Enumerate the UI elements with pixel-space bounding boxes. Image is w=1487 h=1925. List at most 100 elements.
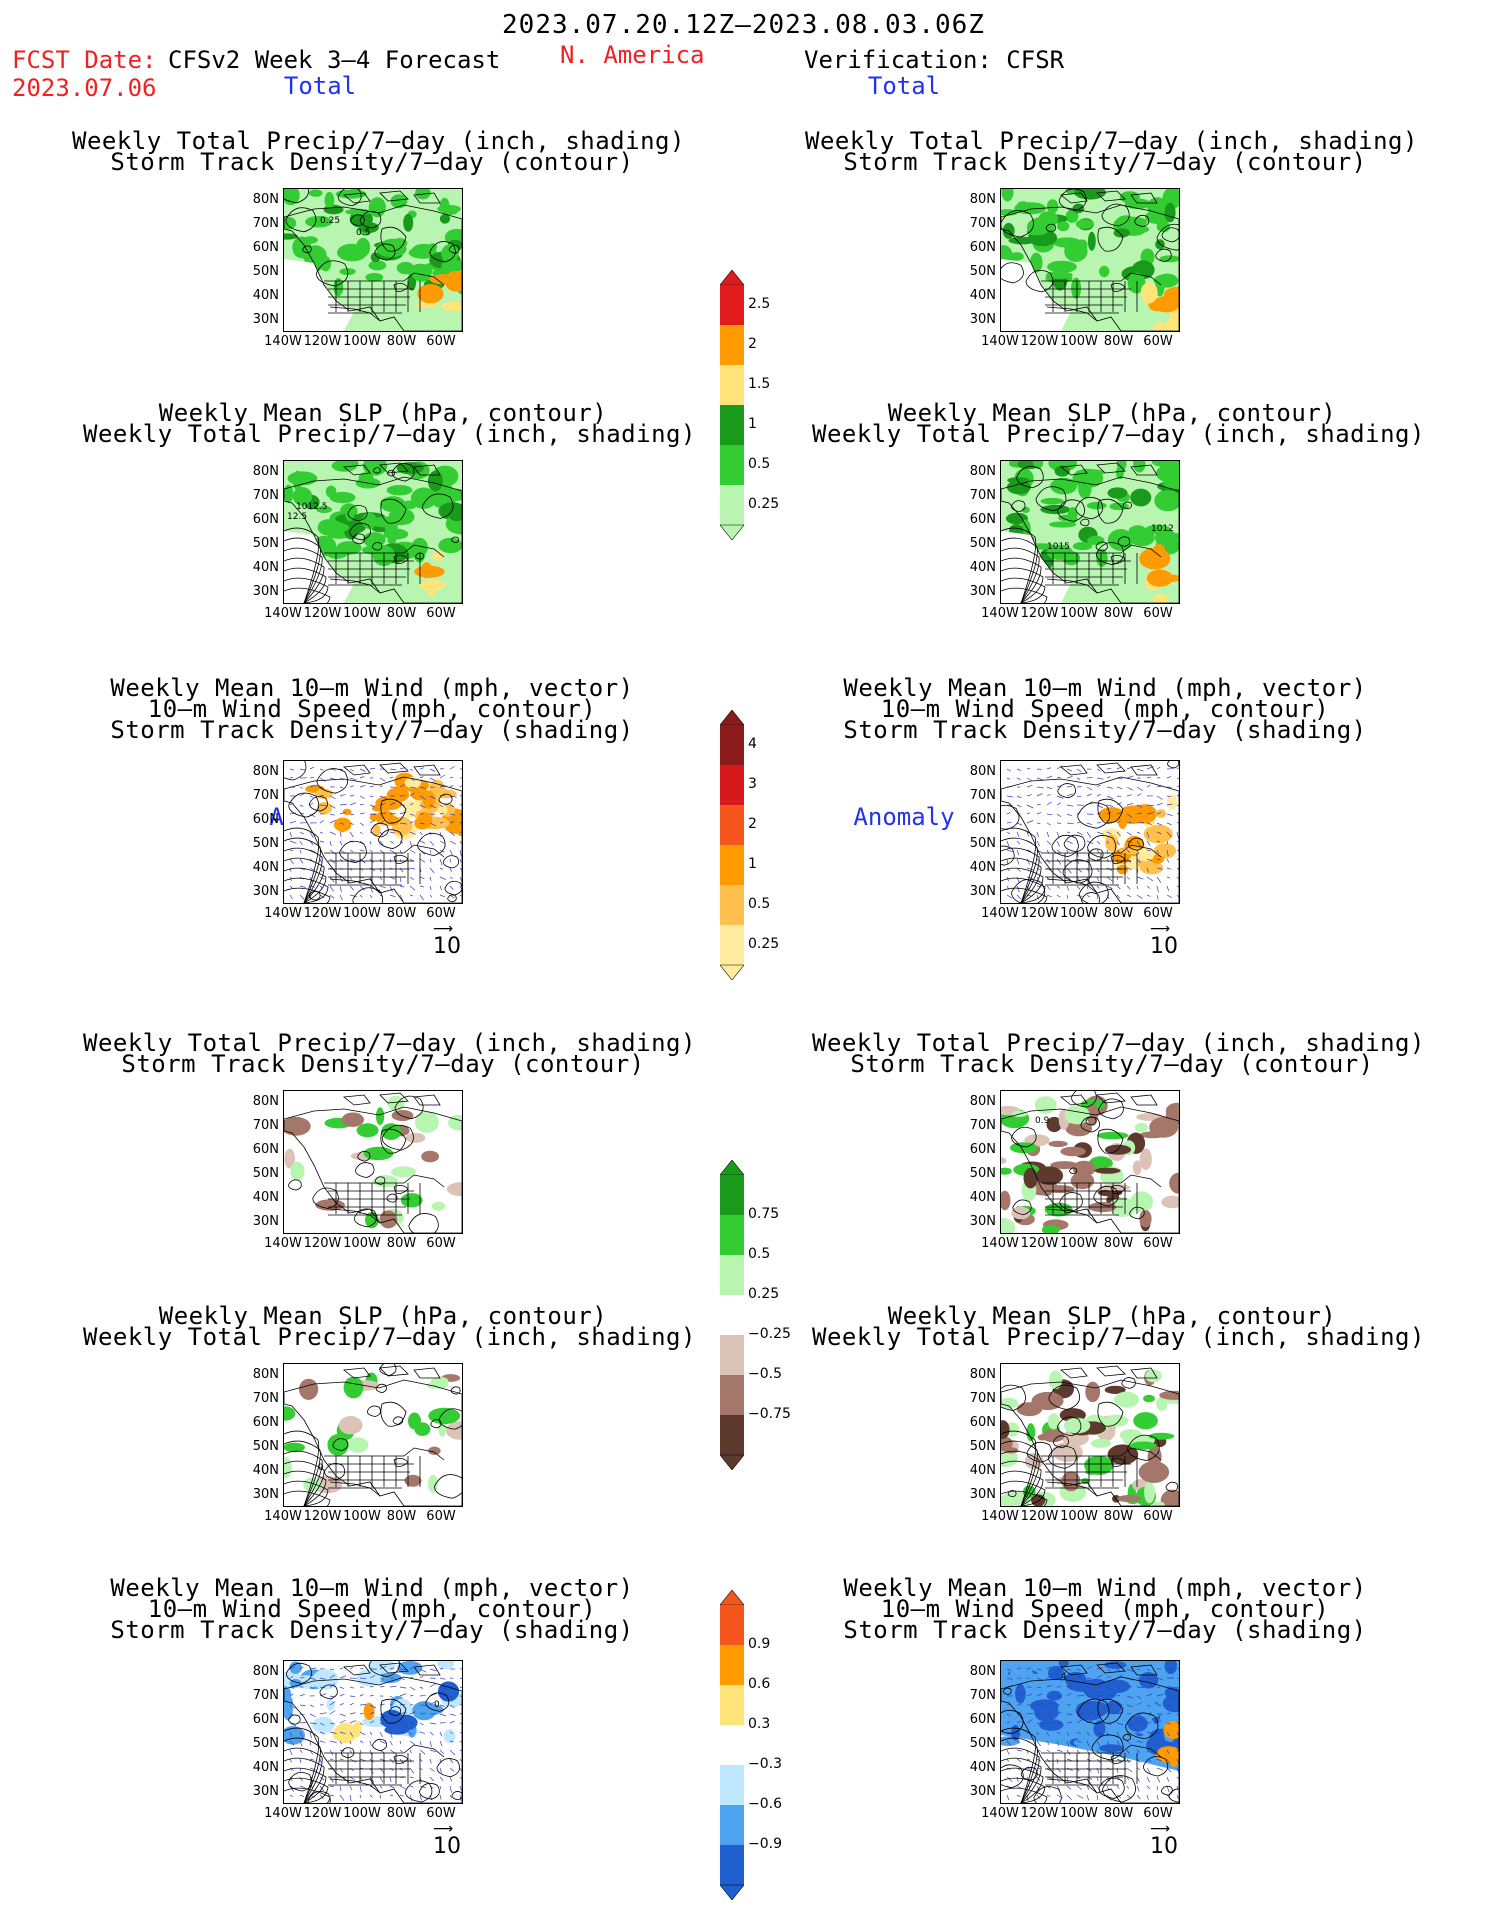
fcst-date-value: 2023.07.06 bbox=[12, 74, 157, 102]
lon-tick-label: 100W bbox=[343, 1806, 381, 1821]
map-plot: 0 bbox=[283, 1363, 463, 1507]
lat-tick-label: 30N bbox=[252, 1784, 279, 1799]
colorbar-label: 1 bbox=[748, 416, 757, 432]
contour-label: 0 bbox=[318, 1463, 324, 1473]
lon-tick-label: 140W bbox=[264, 606, 302, 621]
map-plot: 0.9 bbox=[1000, 1090, 1180, 1234]
panel-title-line: 10–m Wind Speed (mph, contour) bbox=[147, 695, 597, 723]
lat-tick-label: 30N bbox=[252, 584, 279, 599]
panel-title-line: Weekly Mean 10–m Wind (mph, vector) bbox=[110, 674, 634, 702]
map-plot bbox=[1000, 760, 1180, 904]
panel-title-line: Weekly Total Precip/7–day (inch, shading… bbox=[812, 1323, 1425, 1351]
lat-tick-label: 70N bbox=[969, 216, 996, 231]
panel-title-line: Weekly Mean 10–m Wind (mph, vector) bbox=[843, 674, 1367, 702]
map-plot bbox=[1000, 188, 1180, 332]
colorbar-swatch bbox=[720, 925, 744, 965]
panel-title-line: Weekly Mean 10–m Wind (mph, vector) bbox=[843, 1574, 1367, 1602]
lon-tick-label: 80W bbox=[1103, 334, 1134, 349]
lon-tick-label: 100W bbox=[343, 1509, 381, 1524]
lon-tick-label: 120W bbox=[1020, 906, 1059, 921]
lat-tick-label: 60N bbox=[969, 1712, 996, 1727]
lat-tick-label: 40N bbox=[252, 860, 279, 875]
contour-label: 0 bbox=[434, 1700, 440, 1710]
colorbar-swatch bbox=[720, 1605, 744, 1645]
panel-title-line: Weekly Total Precip/7–day (inch, shading… bbox=[812, 420, 1425, 448]
date-range-title: 2023.07.20.12Z–2023.08.03.06Z bbox=[502, 10, 985, 40]
lat-tick-label: 70N bbox=[252, 1391, 279, 1406]
colorbar-label: 0.3 bbox=[748, 1716, 771, 1732]
lat-tick-label: 50N bbox=[252, 1166, 279, 1181]
lat-tick-label: 50N bbox=[252, 264, 279, 279]
panel-title-line: Weekly Total Precip/7–day (inch, shading… bbox=[83, 420, 696, 448]
colorbar-swatch bbox=[720, 1375, 744, 1415]
lat-tick-label: 30N bbox=[252, 1214, 279, 1229]
lat-tick-label: 70N bbox=[252, 1688, 279, 1703]
lat-tick-label: 50N bbox=[252, 1736, 279, 1751]
panel-title-line: Weekly Total Precip/7–day (inch, shading… bbox=[83, 1323, 696, 1351]
panel-title-line: Weekly Mean SLP (hPa, contour) bbox=[887, 399, 1337, 427]
lon-tick-label: 100W bbox=[1060, 906, 1098, 921]
panel-title-line: Storm Track Density/7–day (shading) bbox=[110, 1616, 634, 1644]
lon-tick-label: 80W bbox=[1103, 606, 1134, 621]
colorbar-swatch bbox=[720, 845, 744, 885]
lat-tick-label: 80N bbox=[252, 764, 279, 779]
section-total-left: Total bbox=[283, 72, 357, 100]
lat-tick-label: 50N bbox=[252, 1439, 279, 1454]
colorbar-swatch bbox=[720, 1685, 744, 1725]
lat-tick-label: 70N bbox=[969, 1118, 996, 1133]
lat-tick-label: 40N bbox=[969, 860, 996, 875]
colorbar-label: −0.6 bbox=[748, 1796, 782, 1812]
lat-tick-label: 50N bbox=[969, 1166, 996, 1181]
lat-tick-label: 30N bbox=[969, 1487, 996, 1502]
lon-tick-label: 60W bbox=[1143, 906, 1173, 921]
lon-tick-label: 80W bbox=[1103, 906, 1134, 921]
model-title: CFSv2 Week 3–4 Forecast bbox=[168, 46, 501, 74]
lat-tick-label: 60N bbox=[252, 512, 279, 527]
colorbar-swatch bbox=[720, 1335, 744, 1375]
contour-label: 4 bbox=[1061, 1672, 1067, 1682]
lat-tick-label: 50N bbox=[969, 1736, 996, 1751]
lat-tick-label: 70N bbox=[252, 1118, 279, 1133]
colorbar-swatch bbox=[720, 405, 744, 445]
map-plot: 0 bbox=[283, 1660, 463, 1804]
lat-tick-label: 30N bbox=[252, 312, 279, 327]
lon-tick-label: 80W bbox=[386, 1236, 417, 1251]
panel-title-line: Storm Track Density/7–day (contour) bbox=[110, 148, 634, 176]
lon-tick-label: 140W bbox=[981, 334, 1019, 349]
vector-reference: ⟶ 10 bbox=[433, 1821, 461, 1859]
lat-tick-label: 80N bbox=[252, 464, 279, 479]
colorbar-swatch bbox=[720, 1255, 744, 1295]
lon-tick-label: 60W bbox=[1143, 334, 1173, 349]
panel-title-line: Storm Track Density/7–day (shading) bbox=[843, 716, 1367, 744]
lat-tick-label: 30N bbox=[969, 1784, 996, 1799]
lon-tick-label: 120W bbox=[1020, 334, 1059, 349]
colorbar-label: 0.5 bbox=[748, 896, 771, 912]
lat-tick-label: 40N bbox=[252, 1190, 279, 1205]
lat-tick-label: 70N bbox=[252, 488, 279, 503]
lat-tick-label: 70N bbox=[969, 488, 996, 503]
lon-tick-label: 80W bbox=[386, 334, 417, 349]
lon-tick-label: 140W bbox=[981, 906, 1019, 921]
colorbar-label: −0.3 bbox=[748, 1756, 782, 1772]
lon-tick-label: 140W bbox=[264, 1806, 302, 1821]
panel-title-line: Weekly Mean SLP (hPa, contour) bbox=[158, 399, 608, 427]
panel-title-line: 10–m Wind Speed (mph, contour) bbox=[880, 1595, 1330, 1623]
colorbar-label: 0.25 bbox=[748, 496, 780, 512]
lon-tick-label: 80W bbox=[1103, 1806, 1134, 1821]
lat-tick-label: 40N bbox=[252, 288, 279, 303]
panel-title-line: Weekly Mean SLP (hPa, contour) bbox=[158, 1302, 608, 1330]
lon-tick-label: 60W bbox=[1143, 606, 1173, 621]
lon-tick-label: 140W bbox=[981, 606, 1019, 621]
lat-tick-label: 80N bbox=[969, 1664, 996, 1679]
vector-reference: ⟶ 10 bbox=[433, 921, 461, 959]
panel-title-line: Storm Track Density/7–day (contour) bbox=[843, 148, 1367, 176]
lat-tick-label: 40N bbox=[969, 560, 996, 575]
lon-tick-label: 120W bbox=[1020, 1236, 1059, 1251]
lat-tick-label: 40N bbox=[252, 1463, 279, 1478]
map-plot: 4 bbox=[1000, 1660, 1180, 1804]
lon-tick-label: 120W bbox=[303, 1236, 342, 1251]
colorbar-label: 0.5 bbox=[748, 456, 771, 472]
lat-tick-label: 50N bbox=[252, 536, 279, 551]
lat-tick-label: 70N bbox=[969, 1688, 996, 1703]
colorbar-label: 0.9 bbox=[748, 1636, 771, 1652]
